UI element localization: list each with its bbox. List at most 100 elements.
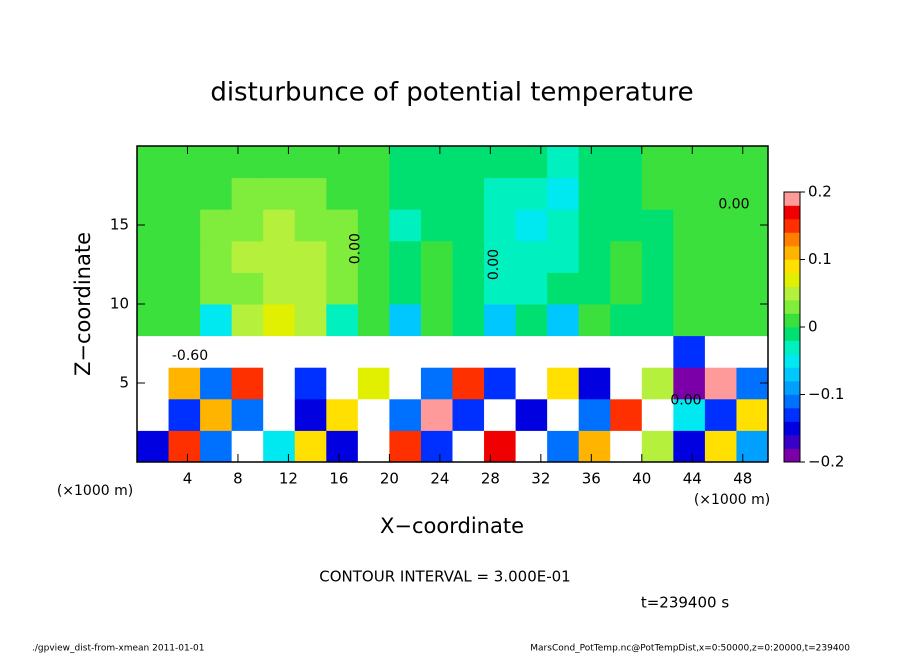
- cell: [704, 335, 737, 368]
- cell: [294, 367, 327, 400]
- cell: [610, 272, 643, 305]
- cell: [641, 335, 674, 368]
- cell: [389, 209, 422, 242]
- cell: [452, 335, 485, 368]
- cell: [673, 398, 706, 431]
- x-tick-label: 32: [531, 470, 550, 488]
- colorbar-swatch: [784, 394, 800, 409]
- cell: [736, 430, 769, 463]
- cell: [484, 272, 517, 305]
- cell: [200, 146, 233, 179]
- cell: [137, 304, 170, 337]
- cell: [200, 398, 233, 431]
- cell: [420, 398, 453, 431]
- cell: [641, 209, 674, 242]
- colorbar-swatch: [784, 327, 800, 341]
- cell: [294, 177, 327, 210]
- cell: [578, 209, 611, 242]
- cell: [168, 304, 201, 337]
- cell: [610, 240, 643, 273]
- cell: [326, 177, 359, 210]
- cell: [515, 304, 548, 337]
- cell: [389, 430, 422, 463]
- x-tick-label: 20: [380, 470, 399, 488]
- y-unit: (×1000 m): [57, 483, 133, 499]
- x-tick-label: 12: [279, 470, 298, 488]
- cell: [389, 367, 422, 400]
- cell: [294, 335, 327, 368]
- cell: [704, 304, 737, 337]
- cell: [420, 367, 453, 400]
- cell: [231, 430, 264, 463]
- cell: [641, 304, 674, 337]
- x-tick-label: 36: [582, 470, 601, 488]
- cell: [452, 304, 485, 337]
- cell: [168, 335, 201, 368]
- cell: [736, 240, 769, 273]
- cell: [515, 177, 548, 210]
- cell: [200, 209, 233, 242]
- cell: [294, 146, 327, 179]
- cell: [610, 367, 643, 400]
- cell: [452, 177, 485, 210]
- cell: [736, 177, 769, 210]
- cell: [231, 272, 264, 305]
- cell: [357, 209, 390, 242]
- cell: [515, 398, 548, 431]
- cell: [168, 177, 201, 210]
- cell: [263, 240, 296, 273]
- cell: [484, 177, 517, 210]
- cell: [547, 240, 580, 273]
- cell: [168, 146, 201, 179]
- cell: [547, 430, 580, 463]
- cell: [357, 177, 390, 210]
- colorbar-swatch: [784, 421, 800, 436]
- cell: [326, 304, 359, 337]
- cell: [673, 272, 706, 305]
- cell: [168, 367, 201, 400]
- x-tick-label: 4: [183, 470, 193, 488]
- x-axis-label: X−coordinate: [380, 514, 524, 538]
- cell: [263, 177, 296, 210]
- cell: [610, 209, 643, 242]
- cell: [231, 240, 264, 273]
- cell: [578, 304, 611, 337]
- colorbar-swatch: [784, 367, 800, 382]
- cell: [200, 240, 233, 273]
- cell: [263, 146, 296, 179]
- cell: [704, 398, 737, 431]
- cell: [137, 272, 170, 305]
- cell: [294, 304, 327, 337]
- cell: [641, 398, 674, 431]
- cell: [420, 240, 453, 273]
- cell: [736, 335, 769, 368]
- cell: [326, 146, 359, 179]
- cell: [231, 398, 264, 431]
- colorbar-swatch: [784, 246, 800, 260]
- cell: [673, 304, 706, 337]
- cell: [326, 367, 359, 400]
- cell: [704, 177, 737, 210]
- cell: [673, 146, 706, 179]
- cell: [641, 177, 674, 210]
- cell: [578, 398, 611, 431]
- cell: [357, 272, 390, 305]
- cell: [231, 304, 264, 337]
- cell: [326, 209, 359, 242]
- cell: [357, 430, 390, 463]
- cell: [420, 335, 453, 368]
- colorbar-swatch: [784, 381, 800, 395]
- cell: [547, 398, 580, 431]
- cell: [168, 209, 201, 242]
- contour-label: 0.00: [670, 392, 701, 408]
- cell: [294, 272, 327, 305]
- cell: [515, 367, 548, 400]
- cell: [515, 335, 548, 368]
- cell: [326, 430, 359, 463]
- cell: [231, 146, 264, 179]
- cell: [200, 304, 233, 337]
- contour-label: 0.00: [718, 196, 749, 212]
- cell: [704, 272, 737, 305]
- contour-interval: CONTOUR INTERVAL = 3.000E-01: [319, 568, 570, 586]
- cell: [484, 430, 517, 463]
